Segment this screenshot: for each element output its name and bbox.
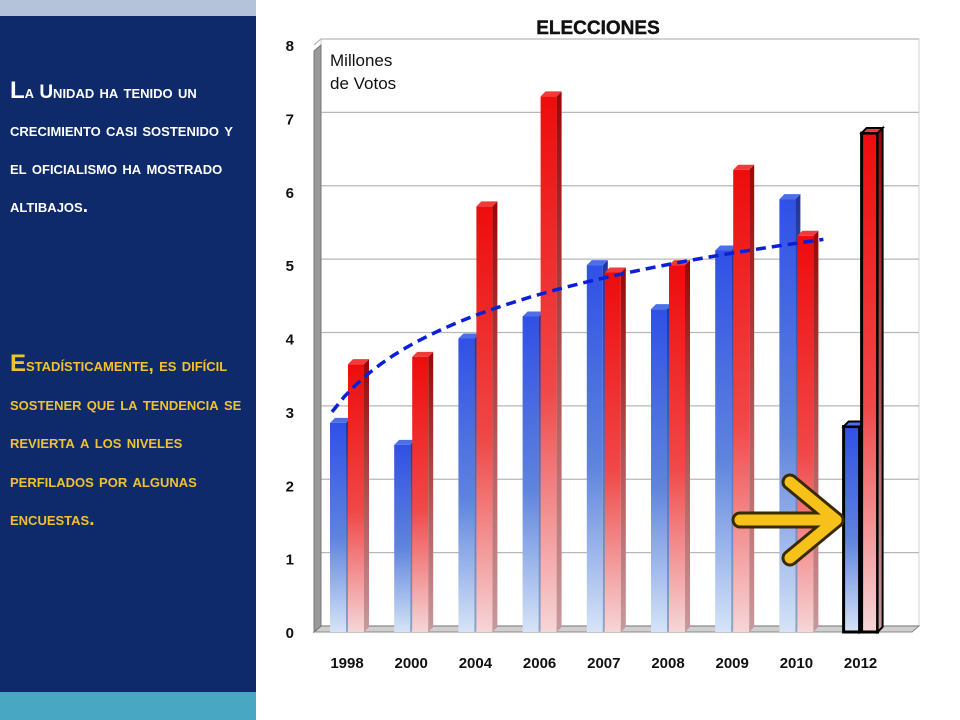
x-tick-label: 2012: [844, 655, 877, 672]
bar-blue-top: [715, 245, 737, 251]
sidebar-top-band: [0, 0, 256, 16]
x-tick-label: 2004: [459, 655, 493, 672]
bar-blue: [715, 250, 732, 632]
chart-title: ELECCIONES: [536, 18, 660, 39]
bar-red: [540, 96, 557, 633]
x-tick-label: 2007: [587, 655, 620, 672]
bar-red-top: [733, 164, 755, 170]
bar-red-top: [604, 267, 626, 273]
y-tick-label: 7: [286, 111, 294, 128]
bar-red: [797, 235, 814, 632]
bar-red-top: [476, 201, 498, 207]
bar-red-side: [620, 267, 626, 632]
x-tick-label: 2009: [716, 655, 749, 672]
y-axis-label: Millones de Votos: [330, 51, 396, 93]
bar-red-top: [412, 351, 434, 357]
y-tick-label: 2: [286, 478, 294, 495]
bar-blue-top: [394, 439, 416, 445]
y-tick-label: 3: [286, 405, 294, 422]
trendline: [330, 237, 824, 414]
sidebar-bottom-band: [0, 692, 256, 720]
bar-red: [476, 206, 493, 633]
bar-blue-top: [651, 304, 672, 310]
bar-blue-top: [779, 194, 801, 200]
y-tick-label: 1: [286, 552, 294, 569]
x-tick-label: 1998: [330, 655, 363, 672]
bar-red-top: [797, 230, 819, 236]
bar-blue: [522, 316, 539, 632]
bar-blue: [842, 425, 862, 634]
bar-red-side: [876, 125, 884, 635]
bar-blue: [330, 422, 346, 632]
gridline: [313, 38, 919, 46]
sidebar-panel: La Unidad ha tenido un crecimiento casi …: [0, 0, 256, 720]
bar-blue: [394, 444, 411, 632]
summary-paragraph: La Unidad ha tenido un crecimiento casi …: [10, 77, 233, 217]
bar-red: [412, 356, 429, 632]
x-tick-label: 2010: [780, 655, 813, 672]
bar-red: [348, 364, 364, 632]
y-tick-label: 8: [286, 38, 294, 55]
bar-red-side: [685, 260, 690, 632]
bar-blue-top: [458, 333, 480, 339]
bar-red-side: [749, 164, 755, 633]
bar-red: [669, 265, 685, 632]
y-tick-label: 5: [286, 258, 294, 275]
bar-red-top: [859, 127, 886, 135]
y-tick-label: 6: [286, 185, 294, 202]
bar-red-side: [492, 201, 498, 633]
elections-bar-chart: ELECCIONES Millones de Votos 0 1 2 3 4 5 6 7 8 199…: [286, 18, 921, 672]
bar-red-side: [556, 91, 562, 633]
bar-blue-top: [586, 260, 608, 266]
bar-red-top: [540, 91, 562, 97]
x-tick-label: 2008: [651, 655, 684, 672]
conclusion-paragraph: Estadísticamente, es difícil sostener qu…: [10, 350, 242, 530]
bar-blue-top: [522, 311, 544, 317]
bar-blue: [651, 309, 667, 632]
y-tick-label: 4: [286, 332, 295, 349]
y-tick-label: 0: [286, 625, 294, 642]
arrow-icon: [731, 473, 845, 567]
bar-red-side: [813, 230, 819, 632]
x-tick-label: 2000: [395, 655, 428, 672]
bar-blue: [586, 265, 603, 632]
bar-red: [860, 131, 880, 634]
bar-red-top: [348, 359, 369, 365]
x-tick-label: 2006: [523, 655, 556, 672]
bar-blue: [779, 199, 796, 632]
bar-red-side: [428, 351, 434, 632]
bar-blue-top: [330, 417, 351, 423]
plot-side-wall: [313, 43, 322, 634]
bar-red: [733, 169, 750, 633]
bar-red: [604, 272, 621, 632]
bar-blue: [458, 338, 475, 632]
bar-red-side: [364, 359, 369, 632]
